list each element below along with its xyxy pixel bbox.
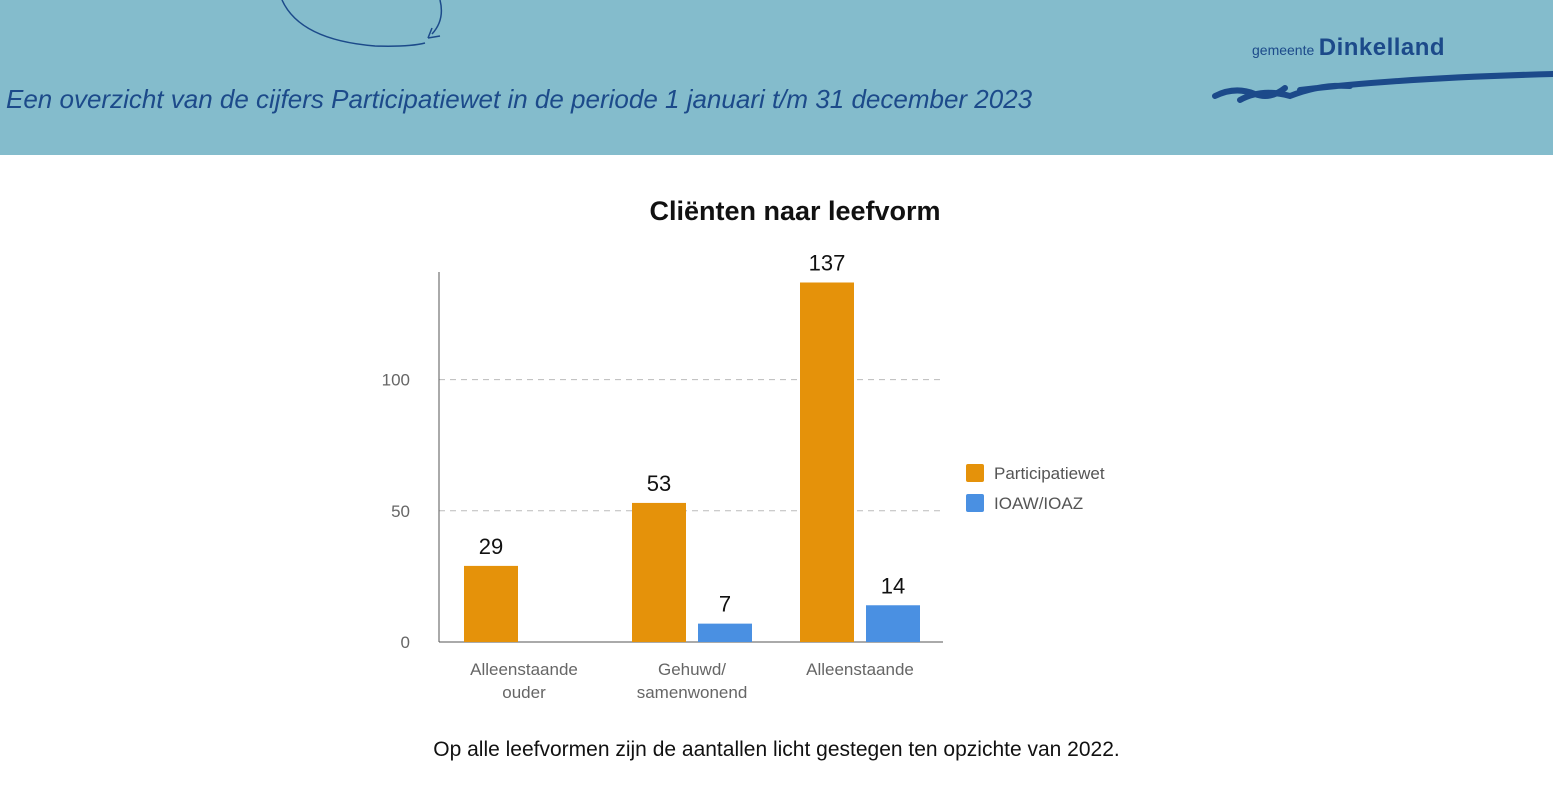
header-band: Een overzicht van de cijfers Participati… <box>0 0 1553 155</box>
logo-name: Dinkelland <box>1318 34 1446 61</box>
logo-waves <box>1212 71 1553 103</box>
legend-label: IOAW/IOAZ <box>994 494 1083 513</box>
decor-arc <box>281 0 426 47</box>
bar <box>800 282 854 642</box>
legend-swatch <box>966 494 984 512</box>
x-tick-label: Alleenstaande ouder <box>470 660 578 702</box>
decor-arrow <box>427 0 443 39</box>
value-label: 7 <box>719 592 731 617</box>
bar <box>464 565 518 642</box>
bar <box>632 502 686 642</box>
y-tick-label: 50 <box>391 502 410 521</box>
x-tick-label: Gehuwd/ samenwonend <box>636 660 748 702</box>
x-tick-label: Alleenstaande <box>806 660 914 679</box>
y-tick-label: 100 <box>382 371 410 390</box>
legend-label: Participatiewet <box>994 464 1105 483</box>
chart-title: Cliënten naar leefvorm <box>649 196 940 226</box>
logo-prefix: gemeente <box>1252 42 1315 58</box>
value-label: 29 <box>479 534 503 559</box>
y-tick-label: 0 <box>401 633 410 652</box>
value-label: 53 <box>647 471 671 496</box>
value-label: 137 <box>809 250 846 275</box>
bar <box>866 605 920 642</box>
logo: gemeente Dinkelland <box>1252 34 1445 62</box>
bar <box>698 623 752 642</box>
value-label: 14 <box>881 573 905 598</box>
header-title: Een overzicht van de cijfers Participati… <box>6 84 1033 114</box>
footer-text: Op alle leefvormen zijn de aantallen lic… <box>433 738 1120 761</box>
legend-swatch <box>966 464 984 482</box>
